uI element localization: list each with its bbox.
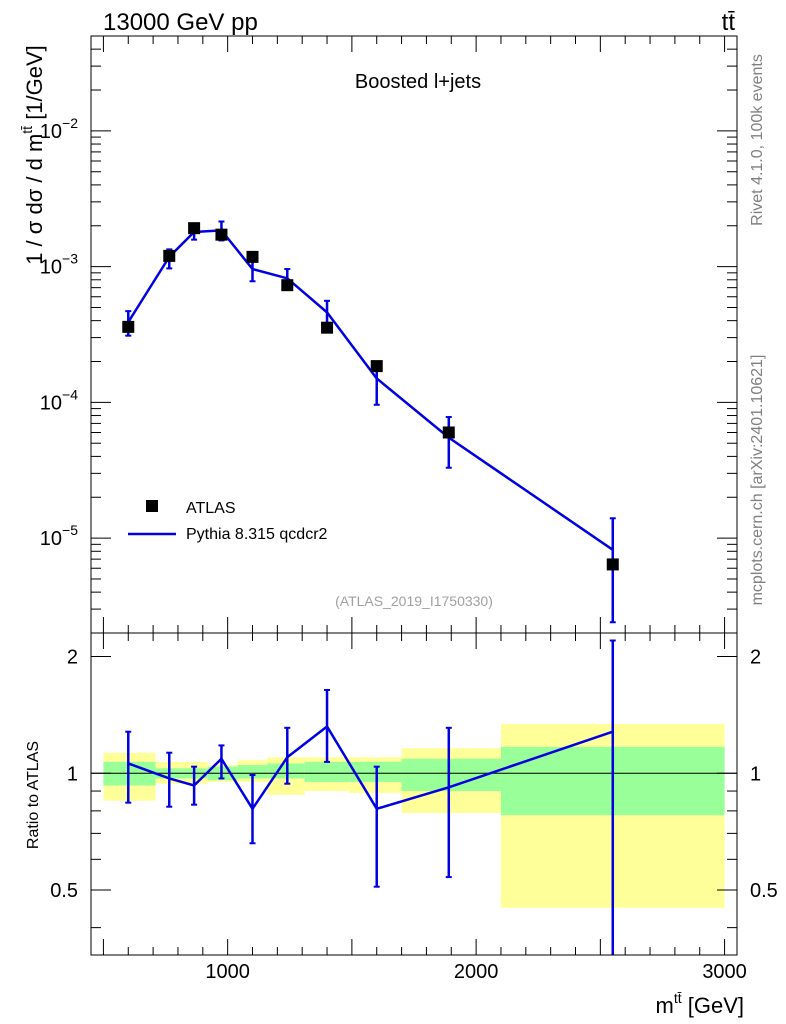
ratio-y-tick-label-right: 1 [750, 763, 761, 785]
data-point [122, 320, 135, 333]
ratio-y-tick-labels: 0.5 0.5 1 1 2 2 [50, 647, 778, 903]
x-axis-label: mtt̄ [GeV] [656, 990, 744, 1018]
inner-band [304, 761, 350, 782]
data-series-main [122, 222, 619, 571]
data-point [188, 222, 201, 235]
ratio-mc-line [127, 724, 614, 812]
energy-label: 13000 GeV pp [103, 9, 258, 36]
data-point [321, 321, 334, 334]
ratio-y-tick-label-left: 0.5 [50, 880, 78, 902]
ratio-y-tick-label-left: 2 [67, 647, 78, 669]
data-point [281, 279, 294, 292]
ratio-y-tick-label-right: 2 [750, 647, 761, 669]
data-point [606, 558, 619, 571]
analysis-label: (ATLAS_2019_I1750330) [335, 593, 493, 609]
legend-mc-label: Pythia 8.315 qcdcr2 [186, 526, 328, 543]
data-point [442, 426, 455, 439]
x-tick-labels: 1000 2000 3000 [205, 961, 746, 983]
x-tick-label: 2000 [454, 961, 499, 983]
ratio-frame [90, 632, 738, 956]
inner-band [237, 765, 268, 779]
y-tick-label: 10−3 [40, 251, 78, 279]
process-label: tt̄ [722, 9, 736, 36]
main-y-tick-labels: 10−5 10−4 10−3 10−2 [40, 115, 78, 550]
mcplots-label: mcplots.cern.ch [arXiv:2401.10621] [749, 355, 766, 606]
chart-title: Boosted l+jets [355, 71, 481, 93]
data-point [370, 360, 383, 373]
data-point [163, 249, 176, 262]
ratio-y-tick-label-right: 0.5 [750, 880, 778, 902]
legend-data-label: ATLAS [186, 500, 236, 517]
data-point [246, 250, 259, 263]
mc-line [127, 229, 614, 551]
y-tick-label: 10−2 [40, 115, 78, 143]
rivet-version-label: Rivet 4.1.0, 100k events [749, 54, 766, 226]
ratio-panel: 0.5 0.5 1 1 2 2 1000 2000 3000 Ratio to ATLAS m… [25, 632, 778, 1018]
x-tick-label: 3000 [702, 961, 747, 983]
ratio-uncertainty-bands [103, 723, 725, 908]
x-tick-label: 1000 [205, 961, 250, 983]
y-tick-label: 10−4 [40, 386, 78, 414]
legend: ATLAS Pythia 8.315 qcdcr2 [128, 500, 328, 543]
ratio-y-axis-label: Ratio to ATLAS [25, 741, 42, 849]
main-panel: 10−5 10−4 10−3 10−2 Boosted l+jets (ATLAS_2… [19, 35, 738, 634]
mc-series-ratio [125, 639, 616, 955]
y-tick-label: 10−5 [40, 522, 78, 550]
main-y-axis-label: 1 / σ dσ / d mtt̄ [1/GeV] [19, 45, 47, 265]
legend-data-marker [146, 500, 158, 512]
main-axis-ticks [91, 35, 737, 634]
ratio-axis-ticks [91, 633, 737, 955]
main-frame [90, 35, 738, 634]
data-point [215, 228, 228, 241]
ratio-y-tick-label-left: 1 [67, 763, 78, 785]
mc-series-main [125, 220, 616, 624]
